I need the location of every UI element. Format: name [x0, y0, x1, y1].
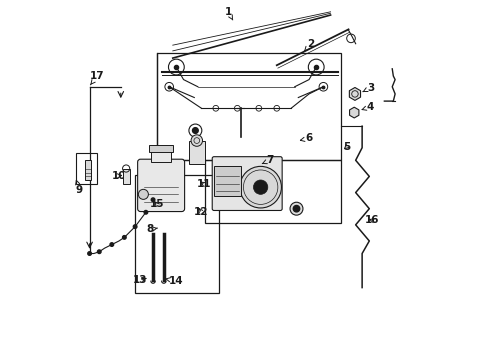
Text: 11: 11 — [197, 179, 211, 189]
Text: 15: 15 — [149, 199, 164, 210]
Text: 16: 16 — [364, 215, 379, 225]
Bar — [135, 175, 219, 293]
Text: 13: 13 — [133, 275, 147, 285]
Text: 4: 4 — [361, 102, 373, 112]
Circle shape — [192, 128, 198, 134]
Bar — [151, 151, 171, 162]
FancyBboxPatch shape — [137, 159, 184, 212]
Text: 10: 10 — [111, 171, 126, 181]
Circle shape — [191, 135, 202, 146]
Polygon shape — [348, 87, 360, 100]
Text: 6: 6 — [300, 134, 312, 143]
Circle shape — [138, 189, 148, 199]
Text: 1: 1 — [224, 7, 232, 20]
Text: 3: 3 — [362, 83, 374, 93]
Circle shape — [253, 180, 267, 194]
Circle shape — [110, 243, 113, 246]
Circle shape — [151, 198, 155, 202]
Circle shape — [133, 225, 137, 228]
Bar — [149, 145, 172, 152]
Text: 8: 8 — [146, 225, 157, 234]
Text: 14: 14 — [164, 276, 183, 286]
Circle shape — [122, 235, 126, 239]
Text: 2: 2 — [304, 40, 313, 51]
Polygon shape — [349, 107, 358, 118]
Circle shape — [88, 252, 91, 255]
Circle shape — [97, 250, 101, 253]
Circle shape — [144, 211, 147, 214]
Text: 12: 12 — [194, 207, 208, 217]
Text: 5: 5 — [342, 142, 349, 152]
FancyBboxPatch shape — [212, 157, 282, 211]
Circle shape — [293, 206, 299, 212]
Bar — [122, 168, 129, 184]
Text: 7: 7 — [262, 155, 273, 165]
Bar — [204, 160, 341, 223]
Bar — [188, 140, 204, 164]
Bar — [85, 160, 91, 180]
Circle shape — [289, 202, 303, 215]
Text: 9: 9 — [76, 180, 83, 195]
Bar — [214, 166, 241, 196]
Bar — [76, 153, 97, 184]
Text: 17: 17 — [90, 71, 104, 85]
Bar — [156, 53, 341, 160]
Circle shape — [239, 166, 281, 208]
